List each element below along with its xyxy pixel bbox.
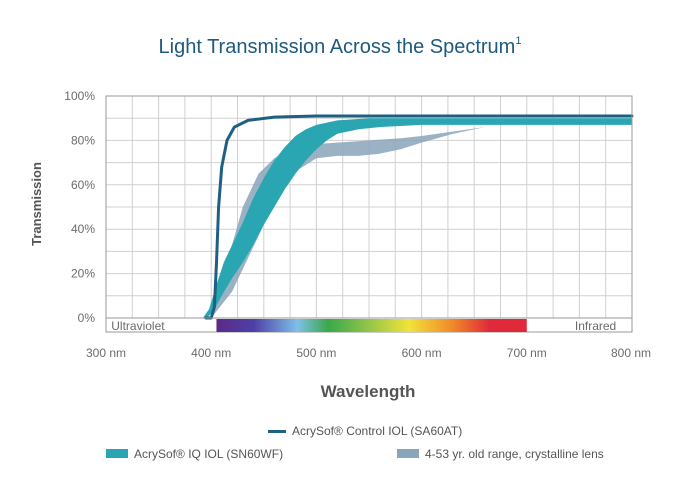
ultraviolet-label: Ultraviolet (111, 319, 165, 333)
x-tick-label: 700 nm (507, 346, 547, 360)
chart-title-superscript: 1 (515, 35, 521, 47)
series-band-iq (202, 118, 633, 318)
x-tick-label: 800 nm (611, 346, 651, 360)
legend-item-iq: AcrySof® IQ IOL (SN60WF) (106, 447, 283, 461)
legend-label-crystalline: 4-53 yr. old range, crystalline lens (425, 447, 604, 461)
grid (105, 95, 633, 319)
infrared-label: Infrared (575, 319, 616, 333)
x-tick-label: 400 nm (191, 346, 231, 360)
legend-swatch-iq (106, 449, 128, 458)
plot-frame (105, 95, 633, 319)
x-tick-label: 600 nm (402, 346, 442, 360)
y-tick-label: 80% (71, 133, 95, 147)
legend-label-iq: AcrySof® IQ IOL (SN60WF) (134, 447, 283, 461)
x-axis-title: Wavelength (321, 382, 416, 401)
chart-title: Light Transmission Across the Spectrum1 (159, 35, 522, 58)
visible-spectrum (216, 319, 527, 332)
series-layer (202, 114, 634, 320)
legend-item-crystalline: 4-53 yr. old range, crystalline lens (397, 447, 604, 461)
spectrum-band: Ultraviolet Infrared (105, 317, 633, 333)
x-tick-labels: 300 nm 400 nm 500 nm 600 nm 700 nm 800 nm (86, 346, 651, 360)
series-line-control (204, 114, 634, 320)
y-tick-label: 20% (71, 267, 95, 281)
x-tick-label: 500 nm (296, 346, 336, 360)
legend: AcrySof® Control IOL (SA60AT) AcrySof® I… (106, 424, 604, 461)
plot-border (105, 95, 633, 319)
chart-title-text: Light Transmission Across the Spectrum (159, 36, 516, 58)
y-tick-label: 0% (78, 311, 96, 325)
y-tick-label: 100% (64, 89, 95, 103)
y-tick-label: 60% (71, 178, 95, 192)
y-tick-labels: 0% 20% 40% 60% 80% 100% (64, 89, 95, 325)
y-axis-title: Transmission (29, 162, 44, 246)
legend-label-control: AcrySof® Control IOL (SA60AT) (292, 424, 462, 438)
x-tick-label: 300 nm (86, 346, 126, 360)
legend-item-control: AcrySof® Control IOL (SA60AT) (268, 424, 462, 438)
legend-swatch-crystalline (397, 449, 419, 458)
y-tick-label: 40% (71, 222, 95, 236)
legend-swatch-control (268, 430, 286, 433)
